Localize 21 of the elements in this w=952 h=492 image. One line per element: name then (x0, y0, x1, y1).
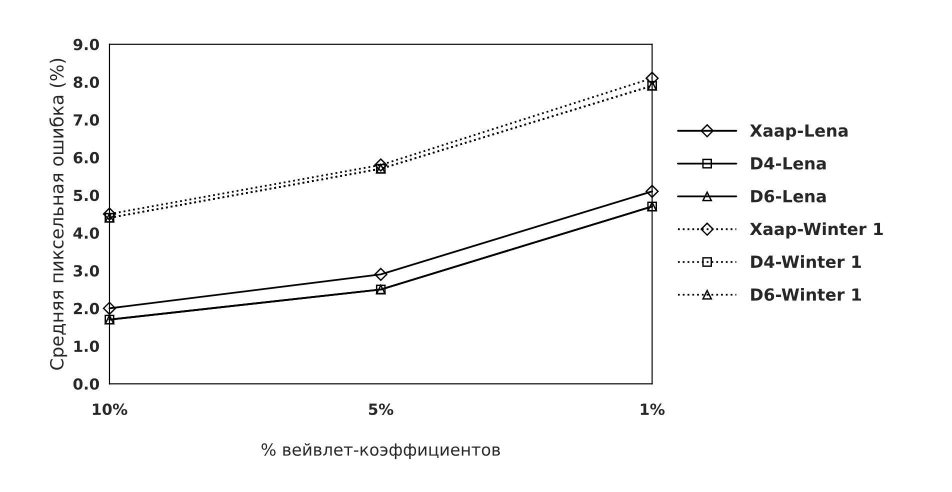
x-tick-label: 10% (92, 403, 128, 416)
y-tick-label: 2.0 (74, 302, 100, 314)
y-tick-label: 4.0 (73, 227, 100, 239)
x-tick-label: 1% (640, 403, 665, 416)
y-tick-label: 7.0 (74, 114, 100, 126)
legend-label: D4-Winter 1 (751, 255, 861, 268)
y-axis-title: Средняя пиксельная ошибка (%) (49, 58, 68, 370)
legend-label: D6-Winter 1 (751, 288, 861, 301)
legend-label: D6-Lena (751, 190, 826, 202)
x-axis-title: % вейвлет-коэффициентов (262, 443, 500, 460)
y-tick-label: 8.0 (74, 76, 100, 88)
y-tick-label: 0.0 (73, 378, 100, 390)
y-tick-label: 1.0 (74, 340, 100, 352)
y-tick-label: 9.0 (73, 38, 100, 50)
legend-label: D4-Lena (751, 157, 826, 170)
y-tick-label: 6.0 (74, 152, 100, 164)
y-tick-label: 5.0 (74, 190, 100, 202)
x-tick-label: 5% (369, 403, 394, 416)
legend-label: Хаар-Winter 1 (750, 222, 883, 238)
legend-label: Хаар-Lena (750, 124, 848, 140)
y-tick-label: 3.0 (74, 265, 100, 277)
